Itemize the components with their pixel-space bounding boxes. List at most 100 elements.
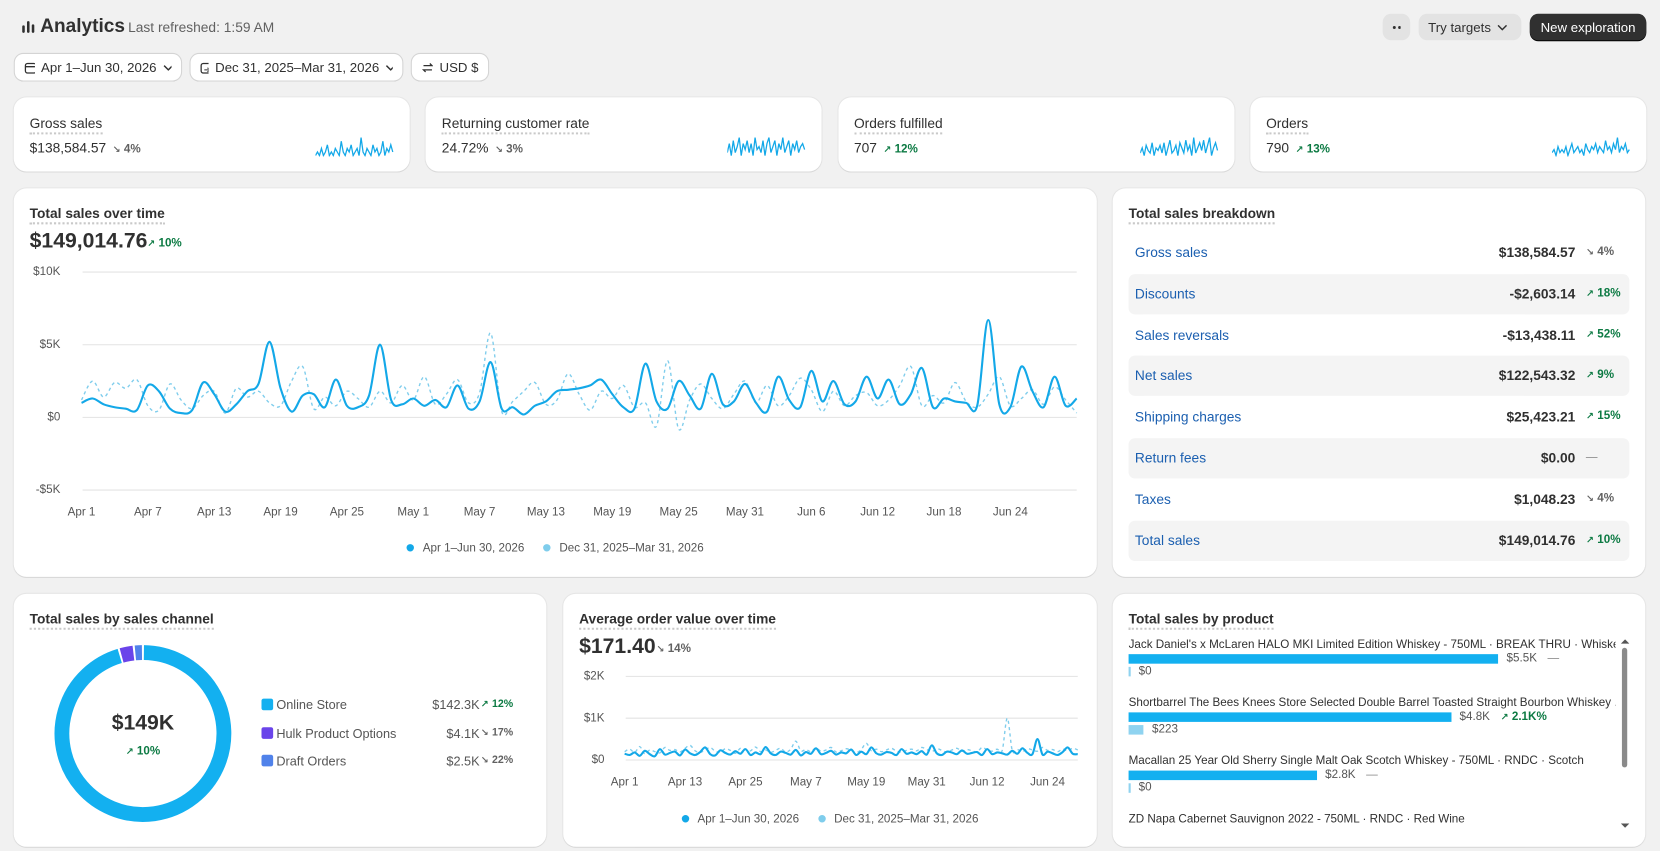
kpi-label: Orders	[1266, 115, 1309, 135]
scroll-up[interactable]	[1620, 638, 1630, 644]
current-bar	[1128, 653, 1499, 664]
button-label: Dec 31, 2025–Mar 31, 2026	[215, 59, 380, 75]
sparkline	[727, 137, 806, 156]
y-tick-label: -$5K	[36, 483, 61, 496]
row-label[interactable]: Gross sales	[1134, 244, 1208, 261]
x-tick-label: Apr 13	[668, 775, 702, 788]
donut-segment	[119, 645, 135, 663]
current-bar	[1128, 770, 1317, 780]
series-line	[624, 717, 1079, 755]
breakdown-row[interactable]: Gross sales $138,584.57 4%	[1129, 233, 1630, 273]
row-label[interactable]: Sales reversals	[1134, 326, 1230, 343]
current-value: $4.8K	[1459, 710, 1490, 723]
page-title: Analytics	[40, 14, 125, 36]
analytics-icon	[22, 21, 35, 33]
row-value: $138,584.57	[1498, 244, 1576, 261]
row-label[interactable]: Net sales	[1134, 367, 1193, 384]
x-tick-label: Apr 19	[263, 505, 297, 518]
currency-icon	[421, 62, 434, 72]
currency-button[interactable]: USD $	[411, 53, 489, 81]
card-title[interactable]: Total sales breakdown	[1128, 205, 1276, 225]
breakdown-row[interactable]: Discounts -$2,603.14 18%	[1128, 273, 1630, 315]
button-label: New exploration	[1540, 19, 1636, 35]
legend: Apr 1–Jun 30, 2026 Dec 31, 2025–Mar 31, 2…	[563, 813, 1097, 826]
breakdown-row[interactable]: Sales reversals -$13,438.11 52%	[1129, 315, 1630, 355]
product-name[interactable]: Shortbarrel The Bees Knees Store Selecte…	[1128, 696, 1616, 710]
row-change: 52%	[1586, 328, 1620, 341]
legend-label: Online Store	[276, 697, 347, 713]
more-button[interactable]	[1382, 13, 1411, 41]
row-label[interactable]: Taxes	[1134, 490, 1171, 507]
breakdown-row[interactable]: Taxes $1,048.23 4%	[1129, 479, 1630, 519]
y-tick-label: $0	[592, 753, 605, 766]
y-tick-label: $1K	[584, 711, 605, 724]
row-label[interactable]: Return fees	[1134, 449, 1207, 466]
x-tick-label: Jun 6	[797, 505, 825, 518]
try-targets-button[interactable]: Try targets	[1418, 13, 1522, 41]
new-exploration-button[interactable]: New exploration	[1529, 13, 1647, 41]
legend-label: Hulk Product Options	[276, 725, 397, 741]
legend-label: Apr 1–Jun 30, 2026	[422, 541, 525, 555]
kpi-value-row: 24.72% 3%	[442, 140, 523, 156]
row-change: 15%	[1586, 410, 1620, 423]
breakdown-row[interactable]: Return fees $0.00 —	[1128, 438, 1630, 479]
total-value: $149,014.76	[29, 229, 148, 253]
chevron	[386, 64, 393, 71]
product-name[interactable]: ZD Napa Cabernet Sauvignon 2022 - 750ML …	[1128, 812, 1465, 826]
row-value: $122,543.32	[1498, 367, 1576, 384]
last-refreshed: Last refreshed: 1:59 AM	[128, 19, 275, 35]
product-name[interactable]: Jack Daniel's x McLaren HALO MKI Limited…	[1128, 638, 1616, 651]
y-tick-label: $5K	[40, 338, 61, 351]
total-change: 14%	[656, 643, 691, 656]
sales-breakdown-card: Total sales breakdown Gross sales $138,58…	[1112, 188, 1646, 577]
sales-by-product-card: Total sales by product Jack Daniel's x M…	[1112, 593, 1646, 847]
card-title[interactable]: Total sales over time	[29, 205, 165, 225]
row-value: -$2,603.14	[1509, 285, 1576, 302]
x-tick-label: May 1	[397, 505, 429, 518]
breakdown-row[interactable]: Total sales $149,014.76 10%	[1128, 520, 1630, 561]
row-value: -$13,438.11	[1502, 326, 1576, 343]
legend-change: 12%	[481, 699, 513, 711]
previous-value: $0	[1138, 664, 1152, 678]
kpi-card[interactable]: Gross sales $138,584.57 4%	[13, 97, 410, 172]
calendar-compare-icon	[200, 62, 209, 74]
current-row: $2.8K —	[1128, 768, 1378, 781]
row-change: —	[1585, 450, 1598, 464]
breakdown-row[interactable]: Shipping charges $25,423.21 15%	[1129, 397, 1630, 437]
kpi-card[interactable]: Returning customer rate 24.72% 3%	[425, 97, 822, 172]
previous-bar	[1128, 666, 1131, 676]
line-chart: $2K $1K $0 Apr 1 Apr 13 Apr 25 May 7 May 19 May …	[584, 669, 1079, 788]
row-value: $1,048.23	[1514, 490, 1576, 507]
x-tick-label: Apr 7	[134, 505, 162, 518]
x-tick-label: Jun 24	[993, 505, 1028, 518]
scroll-down[interactable]	[1620, 822, 1630, 828]
x-tick-label: Jun 24	[1030, 775, 1065, 788]
row-change: 4%	[1586, 246, 1614, 259]
donut-center-value: $149K	[111, 711, 175, 735]
row-label[interactable]: Shipping charges	[1134, 408, 1242, 425]
kpi-card[interactable]: Orders 790 13%	[1250, 97, 1647, 172]
compare-range-button[interactable]: Dec 31, 2025–Mar 31, 2026	[190, 53, 403, 81]
kpi-value: $138,584.57	[29, 139, 107, 156]
legend-swatch	[818, 815, 826, 823]
card-title[interactable]: Average order value over time	[579, 611, 776, 630]
x-tick-label: May 19	[847, 775, 885, 788]
kpi-card[interactable]: Orders fulfilled 707 12%	[838, 97, 1235, 172]
previous-bar	[1128, 782, 1131, 793]
y-tick-label: $2K	[584, 669, 605, 682]
card-title[interactable]: Total sales by sales channel	[29, 611, 214, 630]
legend-item: Dec 31, 2025–Mar 31, 2026	[543, 541, 704, 555]
card-title[interactable]: Total sales by product	[1128, 611, 1274, 630]
legend-label: Dec 31, 2025–Mar 31, 2026	[559, 541, 704, 555]
breakdown-row[interactable]: Net sales $122,543.32 9%	[1128, 356, 1630, 397]
row-label[interactable]: Discounts	[1134, 285, 1196, 302]
legend-change: 22%	[481, 755, 513, 767]
legend-change: 17%	[481, 727, 513, 739]
date-range-button[interactable]: Apr 1–Jun 30, 2026	[14, 53, 182, 81]
legend-value: $2.5K	[446, 753, 480, 769]
scrollbar[interactable]	[1621, 647, 1628, 768]
row-label[interactable]: Total sales	[1134, 531, 1200, 548]
total-change: 10%	[147, 237, 181, 250]
product-name[interactable]: Macallan 25 Year Old Sherry Single Malt …	[1128, 754, 1584, 768]
